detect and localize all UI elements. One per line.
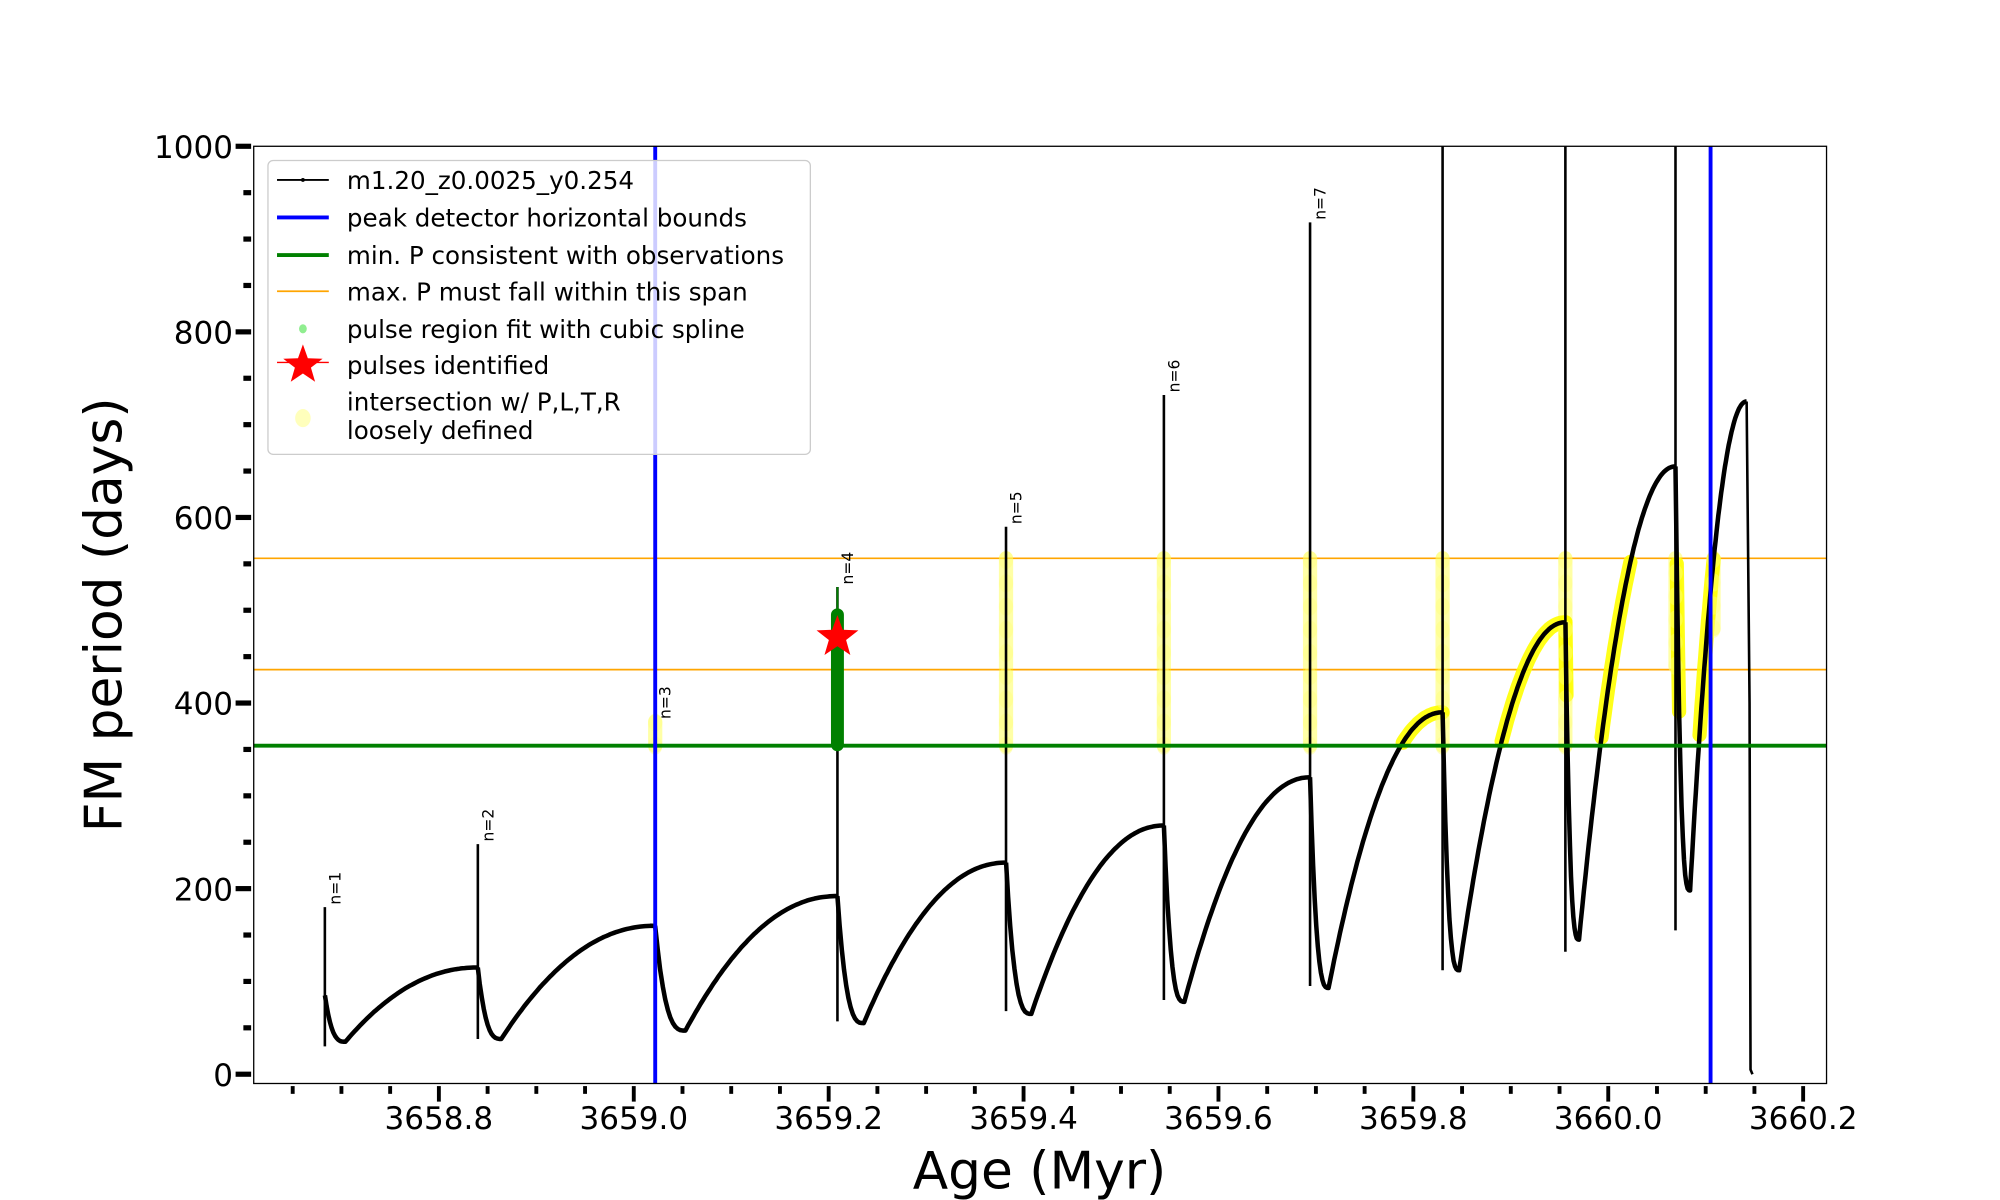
x-tick-label: 3658.8: [385, 1101, 494, 1137]
legend-label: min. P consistent with observations: [347, 241, 784, 270]
legend-label: intersection w/ P,L,T,R: [347, 387, 621, 416]
y-axis-label: FM period (days): [75, 397, 135, 832]
y-tick-label: 600: [174, 501, 233, 537]
track-segment: [1161, 774, 1311, 1005]
y-tick-label: 800: [174, 316, 233, 352]
x-tick-label: 3660.0: [1554, 1101, 1663, 1137]
legend-spline-marker: [299, 324, 307, 334]
x-tick-label: 3659.2: [774, 1101, 883, 1137]
y-tick-label: 0: [213, 1058, 233, 1094]
intersection-segment: [1494, 615, 1573, 749]
track-segment: [1307, 710, 1443, 991]
legend-box: [267, 159, 812, 456]
pulse-number-label: n=6: [1165, 360, 1183, 393]
y-tick-label: 200: [174, 872, 233, 908]
pulse-number-label: n=4: [839, 552, 857, 585]
track-segment: [475, 923, 656, 1042]
legend-track-marker: [300, 177, 305, 182]
pulse-number-label: n=2: [479, 809, 497, 842]
y-tick-label: 400: [174, 687, 233, 723]
pulse-number-label: n=1: [326, 872, 344, 905]
track-segment: [1440, 620, 1566, 973]
x-tick-label: 3659.6: [1164, 1101, 1273, 1137]
track-segment: [1003, 823, 1164, 1017]
x-tick-label: 3659.0: [579, 1101, 688, 1137]
axis-ticks: 3658.8 3659.0 3659.2 3659.4 3659.6 3659.8 3660…: [154, 130, 1857, 1137]
pulse-identified-star: [816, 615, 859, 656]
pulse-number-label: n=5: [1008, 491, 1026, 524]
pulse-number-label: n=7: [1312, 187, 1330, 220]
x-tick-label: 3659.4: [969, 1101, 1078, 1137]
track-segment: [1563, 464, 1677, 942]
x-axis-label: Age (Myr): [913, 1141, 1167, 1200]
track-segment: [652, 893, 838, 1033]
legend-label: max. P must fall within this span: [347, 277, 748, 306]
pulse-number-label: n=3: [657, 686, 675, 719]
legend-intersection-marker: [295, 409, 311, 428]
track-segment: [1673, 399, 1748, 893]
track-segment: [835, 860, 1007, 1026]
track-final-drop: [1745, 401, 1754, 1075]
legend-label: pulses identified: [347, 351, 549, 380]
x-tick-label: 3659.8: [1359, 1101, 1468, 1137]
track-segment: [322, 965, 478, 1044]
x-tick-label: 3660.2: [1749, 1101, 1858, 1137]
y-tick-label: 1000: [154, 130, 233, 166]
legend-label: pulse region fit with cubic spline: [347, 315, 745, 344]
axes-frame: [253, 145, 1828, 1085]
legend: m1.20_z0.0025_y0.254 peak detector horiz…: [267, 159, 812, 456]
legend-label: m1.20_z0.0025_y0.254: [347, 166, 634, 195]
legend-label: peak detector horizontal bounds: [347, 204, 747, 233]
legend-label: loosely defined: [347, 416, 534, 445]
